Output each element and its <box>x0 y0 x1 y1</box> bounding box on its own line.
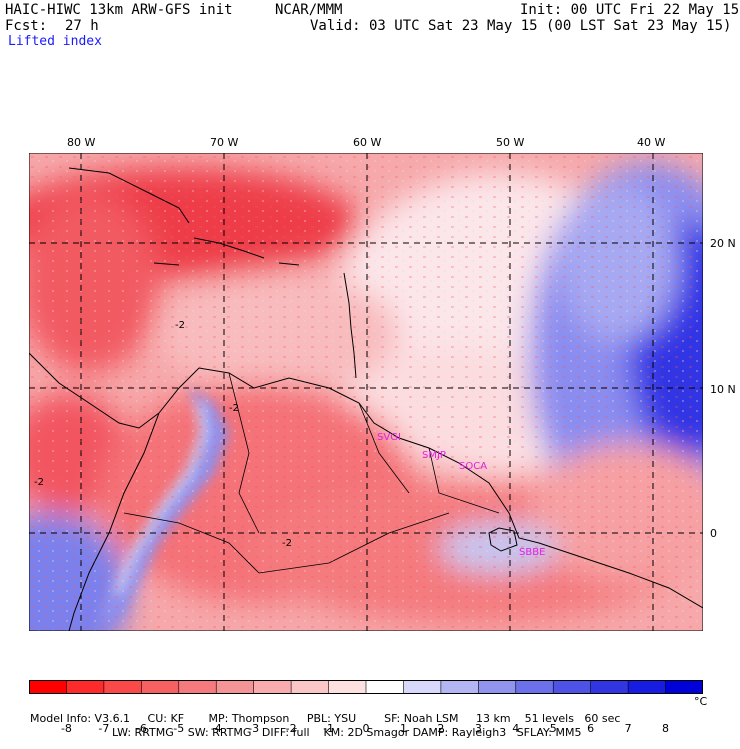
coastline-lesser-antilles <box>343 272 357 379</box>
colorbar-tick-label: -2 <box>285 722 297 735</box>
init-time: Init: 00 UTC Fri 22 May 15 <box>520 2 740 18</box>
org-label: NCAR/MMM <box>275 2 343 18</box>
contour-label: -2 <box>282 538 292 549</box>
colorbar-tick-label: -8 <box>60 722 72 735</box>
model-info-line2: LW: RRTMG SW: RRTMG DIFF: full KM: 2D Sm… <box>112 726 582 739</box>
coastline-jamaica <box>153 262 180 266</box>
lon-label-70w: 70 W <box>210 136 239 149</box>
lon-label-80w: 80 W <box>67 136 96 149</box>
colorbar-swatch <box>141 680 180 694</box>
lon-label-60w: 60 W <box>353 136 382 149</box>
coastline-hispaniola <box>193 237 265 259</box>
colorbar-tick-label: 7 <box>624 722 632 735</box>
forecast-hour: 27 h <box>65 18 99 34</box>
lifted-index-map: -2 -2 -2 -2 SVGI SMJP SOCA SBBE <box>29 153 703 631</box>
station-label-smjp: SMJP <box>422 450 446 461</box>
colorbar-swatch <box>515 680 554 694</box>
colorbar-tick-label: -7 <box>98 722 110 735</box>
colorbar-tick-labels: -8 -7 -6 -5 -4 -3 -2 -1 0 1 2 3 4 5 6 7 8 <box>29 696 703 735</box>
colorbar-unit: °C <box>694 695 708 708</box>
colorbar-swatch <box>553 680 592 694</box>
colorbar-tick-label: 4 <box>512 722 520 735</box>
colorbar-tick-label: 0 <box>362 722 370 735</box>
colorbar-tick-label: 3 <box>474 722 482 735</box>
colorbar-tick-label: -6 <box>135 722 147 735</box>
forecast-label: Fcst: <box>5 18 48 34</box>
colorbar-tick-label: -4 <box>210 722 222 735</box>
colorbar-tick-label: 2 <box>437 722 445 735</box>
model-info-line1: Model Info: V3.6.1 CU: KF MP: Thompson P… <box>30 712 621 725</box>
contour-label: -2 <box>175 320 185 331</box>
contour-label: -2 <box>229 403 239 414</box>
colorbar-swatch <box>66 680 105 694</box>
colorbar-tick-label: -1 <box>323 722 335 735</box>
lat-label-20n: 20 N <box>710 237 736 250</box>
coastline-marajo <box>488 527 518 552</box>
station-label-soca: SOCA <box>459 461 487 472</box>
border-colombia-venezuela <box>228 372 260 534</box>
border-guianas <box>428 447 500 514</box>
lon-label-40w: 40 W <box>637 136 666 149</box>
valid-time: Valid: 03 UTC Sat 23 May 15 (00 LST Sat … <box>310 18 732 34</box>
colorbar-swatch <box>216 680 255 694</box>
station-label-svgi: SVGI <box>377 432 401 443</box>
colorbar-tick-label: 5 <box>549 722 557 735</box>
border-brazil <box>258 512 450 574</box>
colorbar-swatch <box>291 680 330 694</box>
colorbar-swatch <box>253 680 292 694</box>
model-title: HAIC-HIWC 13km ARW-GFS init <box>5 2 233 18</box>
coastline-cuba <box>68 167 190 224</box>
colorbar-swatch <box>590 680 629 694</box>
colorbar-swatch <box>366 680 404 694</box>
colorbar-swatch <box>440 680 479 694</box>
coastline-central-america <box>29 352 160 429</box>
colorbar-swatch <box>29 680 67 694</box>
colorbar-swatch <box>178 680 217 694</box>
colorbar-tick-label: 6 <box>587 722 595 735</box>
colorbar-swatch <box>628 680 667 694</box>
border-venezuela-guyana <box>358 402 410 494</box>
lat-label-eq: 0 <box>710 527 717 540</box>
border-ecuador-peru <box>123 512 260 574</box>
colorbar-tick-label: -3 <box>248 722 260 735</box>
field-name: Lifted index <box>8 34 102 49</box>
colorbar-tick-label: 1 <box>399 722 407 735</box>
colorbar-swatch <box>665 680 703 694</box>
colorbar-tick-label: -5 <box>173 722 185 735</box>
lon-label-50w: 50 W <box>496 136 525 149</box>
contour-label: -2 <box>34 477 44 488</box>
colorbar-swatch <box>103 680 142 694</box>
lat-label-10n: 10 N <box>710 383 736 396</box>
colorbar-swatch <box>328 680 367 694</box>
colorbar <box>29 680 703 694</box>
colorbar-swatch <box>478 680 517 694</box>
colorbar-tick-label: 8 <box>662 722 670 735</box>
station-label-sbbe: SBBE <box>519 547 545 558</box>
colorbar-swatch <box>403 680 442 694</box>
coastline-puerto-rico <box>278 262 300 266</box>
